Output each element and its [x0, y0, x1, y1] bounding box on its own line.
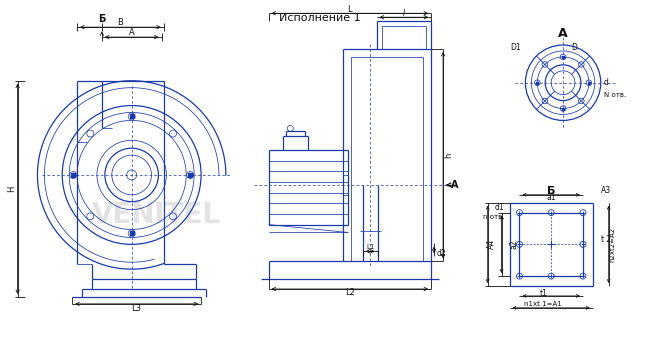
Text: n отв.: n отв.: [483, 214, 505, 220]
Text: d: d: [604, 78, 609, 87]
Text: A: A: [558, 27, 568, 40]
Text: a2: a2: [510, 240, 519, 249]
Text: l: l: [403, 9, 405, 18]
Text: n2xt2=A2: n2xt2=A2: [610, 227, 616, 262]
Text: h: h: [444, 152, 453, 158]
Text: A3: A3: [601, 186, 611, 195]
Text: n1xt 1=A1: n1xt 1=A1: [524, 301, 562, 307]
Text: L2: L2: [345, 288, 355, 297]
Text: t1: t1: [539, 289, 547, 298]
Text: A4: A4: [487, 239, 496, 249]
Text: a1: a1: [546, 193, 556, 202]
Text: B: B: [117, 18, 123, 27]
Text: L3: L3: [132, 304, 142, 313]
Text: A: A: [129, 28, 135, 37]
Text: N отв.: N отв.: [604, 92, 626, 98]
Text: d1: d1: [495, 203, 505, 212]
Text: L1: L1: [366, 244, 375, 250]
Text: Исполнение 1: Исполнение 1: [279, 13, 361, 23]
Text: D1: D1: [510, 43, 520, 51]
Text: Б: Б: [98, 14, 105, 24]
Text: L: L: [347, 5, 352, 14]
Text: d2: d2: [436, 249, 446, 258]
Text: Б: Б: [547, 186, 556, 196]
Text: A: A: [451, 180, 459, 190]
Text: t 2: t 2: [601, 235, 611, 244]
Text: VENITEL: VENITEL: [92, 201, 221, 228]
Text: D: D: [571, 43, 577, 51]
Text: H: H: [7, 186, 16, 192]
